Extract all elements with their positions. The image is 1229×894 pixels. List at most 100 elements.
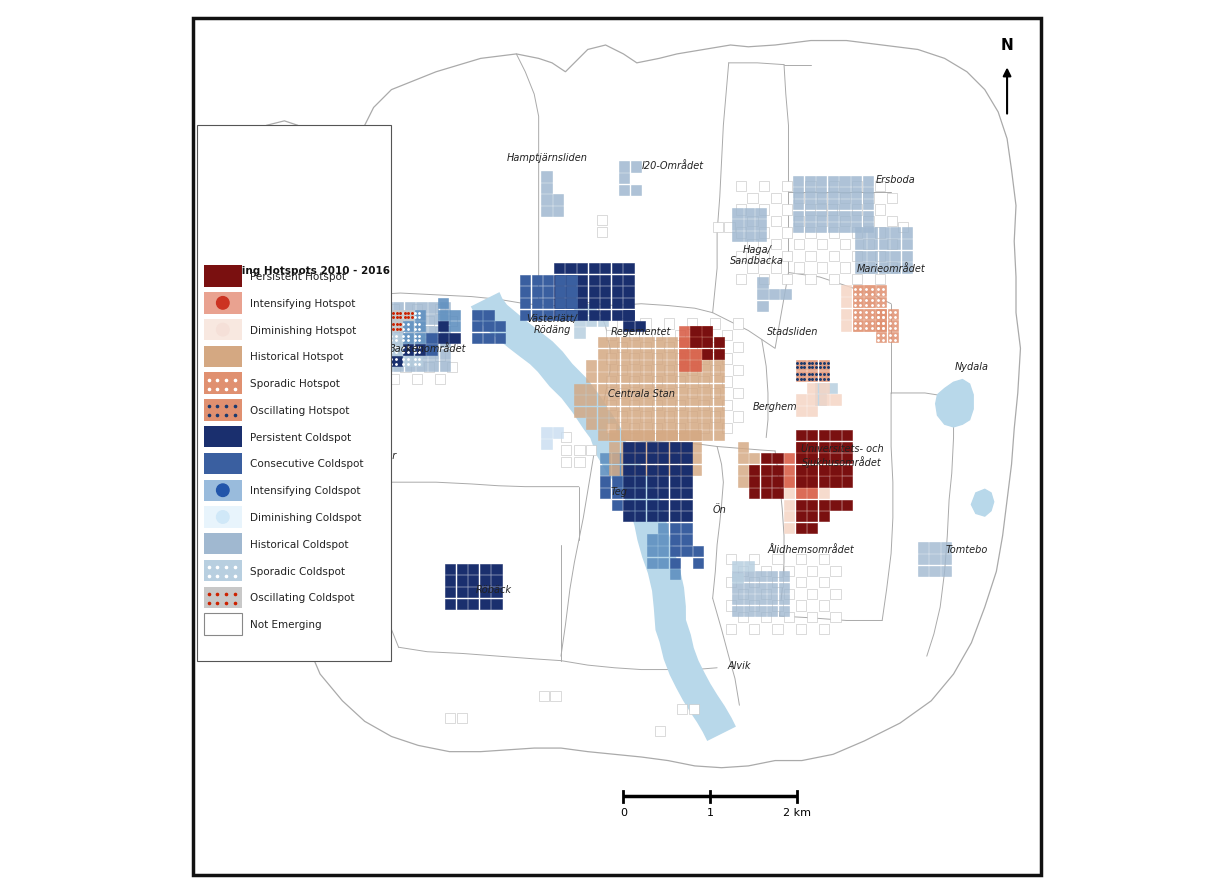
Bar: [782, 274, 793, 285]
Bar: [401, 357, 410, 367]
Bar: [492, 599, 501, 609]
Bar: [655, 408, 666, 417]
Bar: [543, 299, 553, 308]
Bar: [807, 443, 817, 452]
Bar: [655, 361, 666, 371]
Bar: [784, 453, 794, 464]
Bar: [597, 419, 608, 429]
Bar: [750, 601, 760, 611]
Bar: [710, 342, 720, 352]
Bar: [445, 564, 455, 575]
Bar: [597, 350, 608, 359]
Bar: [807, 500, 817, 510]
Bar: [589, 264, 599, 274]
Bar: [646, 488, 656, 499]
Bar: [623, 477, 634, 487]
Bar: [204, 426, 242, 448]
Bar: [744, 220, 755, 231]
Bar: [565, 287, 575, 298]
Bar: [621, 431, 630, 441]
Bar: [784, 589, 794, 599]
Bar: [670, 453, 680, 464]
Bar: [876, 333, 886, 342]
Bar: [815, 205, 826, 215]
Bar: [828, 211, 838, 222]
Bar: [531, 287, 542, 298]
Bar: [732, 232, 742, 242]
Bar: [600, 264, 611, 274]
Bar: [541, 207, 552, 217]
Text: Berghem: Berghem: [753, 402, 798, 412]
Bar: [204, 480, 242, 502]
Text: Persistent Coldspot: Persistent Coldspot: [251, 432, 351, 443]
Bar: [855, 228, 865, 239]
Bar: [414, 322, 425, 332]
Bar: [574, 305, 585, 315]
Bar: [370, 338, 380, 348]
Bar: [842, 477, 852, 487]
Bar: [619, 162, 629, 173]
Bar: [941, 543, 951, 553]
Bar: [819, 384, 830, 393]
Bar: [841, 321, 852, 331]
Bar: [691, 338, 701, 348]
Bar: [756, 595, 766, 604]
Bar: [354, 316, 364, 326]
Text: Sporadic Hotspot: Sporadic Hotspot: [251, 379, 340, 389]
Bar: [691, 326, 701, 336]
Polygon shape: [235, 41, 1020, 768]
Bar: [606, 354, 616, 364]
Bar: [771, 216, 780, 227]
Bar: [780, 290, 790, 300]
Bar: [793, 188, 804, 198]
Bar: [713, 223, 723, 233]
Bar: [589, 287, 599, 298]
Bar: [343, 351, 353, 361]
Bar: [698, 401, 709, 410]
Bar: [404, 315, 415, 325]
Bar: [428, 315, 439, 325]
Bar: [864, 321, 875, 331]
Bar: [382, 326, 392, 336]
Bar: [633, 408, 643, 417]
Bar: [795, 443, 806, 452]
Bar: [633, 431, 643, 441]
Bar: [388, 345, 399, 355]
Bar: [619, 185, 629, 196]
Bar: [450, 310, 460, 320]
Bar: [492, 587, 501, 597]
Bar: [693, 546, 703, 557]
Bar: [782, 228, 793, 239]
Bar: [817, 216, 827, 227]
Bar: [698, 354, 709, 364]
Bar: [817, 193, 827, 204]
Text: Alvik: Alvik: [728, 661, 751, 670]
Bar: [531, 299, 542, 308]
Bar: [380, 310, 390, 320]
Bar: [606, 424, 616, 434]
Bar: [815, 384, 826, 393]
Text: Diminishing Hotspot: Diminishing Hotspot: [251, 325, 356, 335]
Bar: [767, 583, 777, 593]
Bar: [640, 342, 650, 352]
Bar: [393, 350, 403, 359]
Bar: [629, 331, 639, 341]
Bar: [841, 309, 852, 319]
Bar: [726, 601, 736, 611]
Bar: [640, 366, 650, 375]
Bar: [793, 176, 804, 187]
Bar: [675, 354, 686, 364]
Bar: [417, 338, 426, 348]
Text: Ersboda: Ersboda: [876, 174, 916, 185]
Bar: [589, 299, 599, 308]
Bar: [817, 240, 827, 250]
Bar: [779, 595, 789, 604]
Bar: [347, 361, 358, 371]
Bar: [388, 333, 399, 343]
Bar: [737, 612, 748, 622]
Bar: [370, 350, 380, 359]
Bar: [619, 173, 629, 184]
Bar: [750, 477, 760, 487]
Bar: [347, 338, 358, 348]
Bar: [412, 357, 423, 367]
